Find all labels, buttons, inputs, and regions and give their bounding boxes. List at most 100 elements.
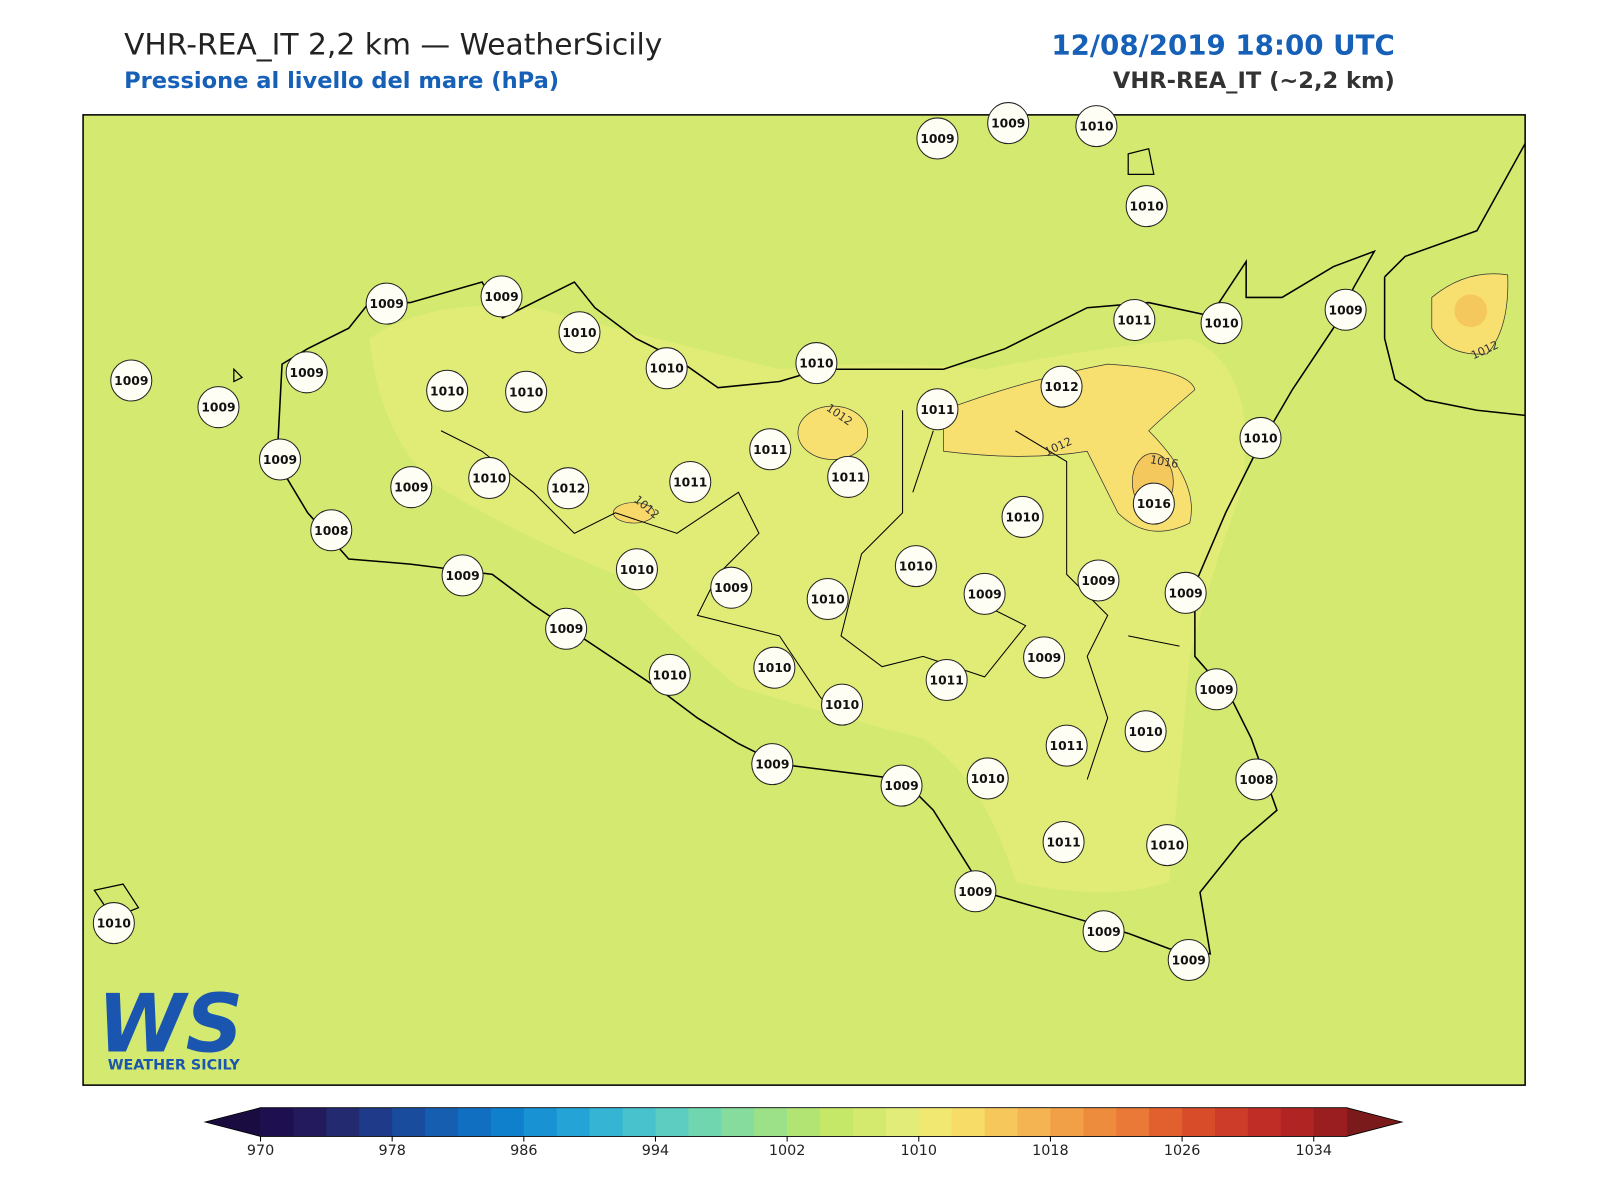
model: VHR-REA_IT (~2,2 km) bbox=[1113, 68, 1395, 94]
station-marker bbox=[1075, 105, 1118, 148]
station-label: 1012 bbox=[1044, 380, 1078, 394]
coastline bbox=[276, 249, 1377, 955]
station-marker bbox=[806, 577, 849, 620]
colorbar-tick-label: 1018 bbox=[1032, 1143, 1069, 1159]
colorbar-tick-label: 1002 bbox=[769, 1143, 806, 1159]
station-label: 1010 bbox=[757, 661, 791, 675]
station-label: 1010 bbox=[1079, 120, 1113, 134]
colorbar-over bbox=[1346, 1107, 1403, 1137]
station-marker bbox=[480, 275, 523, 318]
colorbar-bin bbox=[885, 1107, 920, 1137]
station-marker bbox=[426, 369, 469, 412]
station-label: 1008 bbox=[1239, 773, 1273, 787]
province-border bbox=[440, 410, 1180, 780]
station-marker bbox=[1235, 758, 1278, 801]
station-label: 1010 bbox=[971, 772, 1005, 786]
subtitle: Pressione al livello del mare (hPa) bbox=[124, 68, 559, 94]
station-marker bbox=[547, 467, 590, 510]
station-marker bbox=[285, 351, 328, 394]
station-marker bbox=[1239, 416, 1282, 459]
colorbar-tick-label: 978 bbox=[378, 1143, 405, 1159]
station-marker bbox=[987, 102, 1030, 145]
logo-text: WEATHER SICILY bbox=[108, 1058, 241, 1074]
station-marker bbox=[1132, 482, 1175, 525]
colorbar-bin bbox=[392, 1107, 426, 1137]
station-label: 1010 bbox=[620, 563, 654, 577]
station-label: 1010 bbox=[825, 698, 859, 712]
station-marker bbox=[1146, 824, 1189, 867]
station-label: 1009 bbox=[1027, 651, 1061, 665]
station-marker bbox=[795, 342, 838, 385]
colorbar-bin bbox=[1182, 1107, 1216, 1137]
station-marker bbox=[1077, 559, 1120, 602]
colorbar-bin bbox=[1247, 1107, 1282, 1137]
pressure-area bbox=[612, 502, 655, 524]
station-label: 1011 bbox=[1050, 739, 1084, 753]
station-label: 1012 bbox=[551, 482, 585, 496]
station-marker bbox=[1324, 288, 1367, 331]
station-label: 1008 bbox=[314, 524, 348, 538]
station-label: 1009 bbox=[394, 481, 428, 495]
station-label: 1011 bbox=[753, 443, 787, 457]
station-label: 1009 bbox=[290, 366, 324, 380]
colorbar-bin bbox=[1149, 1107, 1183, 1137]
station-marker bbox=[1045, 724, 1088, 767]
station-marker bbox=[197, 386, 240, 429]
colorbar-bin bbox=[359, 1107, 393, 1137]
station-marker bbox=[615, 548, 658, 591]
datetime: 12/08/2019 18:00 UTC bbox=[1051, 28, 1394, 61]
colorbar-outline bbox=[203, 1107, 1404, 1137]
station-label: 1010 bbox=[1130, 200, 1164, 214]
station-label: 1010 bbox=[562, 326, 596, 340]
colorbar-tick-label: 1034 bbox=[1295, 1143, 1332, 1159]
station-label: 1010 bbox=[97, 917, 131, 931]
station-label: 1009 bbox=[884, 779, 918, 793]
station-label: 1009 bbox=[114, 374, 148, 388]
station-marker bbox=[753, 646, 796, 689]
colorbar-bin bbox=[688, 1107, 722, 1137]
station-marker bbox=[441, 554, 484, 597]
station-label: 1009 bbox=[263, 453, 297, 467]
station-marker bbox=[1082, 910, 1125, 953]
colorbar-bin bbox=[622, 1107, 656, 1137]
logo-mark: WS bbox=[97, 977, 243, 1070]
station-label: 1010 bbox=[799, 357, 833, 371]
stations: 1009 1009 1010 1010 1009 1009 1010 1009 1009 1009… bbox=[92, 102, 1367, 982]
station-label: 1011 bbox=[673, 476, 707, 490]
station-label: 1009 bbox=[484, 290, 518, 304]
station-marker bbox=[1167, 938, 1210, 982]
station-label: 1009 bbox=[445, 569, 479, 583]
station-label: 1011 bbox=[930, 674, 964, 688]
station-marker bbox=[821, 683, 864, 726]
pressure-area bbox=[1454, 294, 1488, 328]
colorbar-bin bbox=[984, 1107, 1019, 1137]
station-marker bbox=[648, 653, 691, 696]
station-marker bbox=[258, 438, 302, 481]
station-label: 1009 bbox=[991, 117, 1025, 131]
pressure-area bbox=[943, 363, 1196, 532]
station-marker bbox=[954, 870, 997, 913]
station-marker bbox=[894, 545, 937, 588]
station-label: 1010 bbox=[509, 385, 543, 399]
colorbar-bin bbox=[1083, 1107, 1117, 1137]
colorbar-bin bbox=[326, 1107, 360, 1137]
colorbar-tick-label: 970 bbox=[247, 1143, 274, 1159]
station-marker bbox=[1125, 185, 1168, 228]
station-marker bbox=[963, 572, 1006, 615]
station-marker bbox=[110, 359, 153, 402]
station-marker bbox=[827, 455, 870, 498]
station-marker bbox=[1113, 298, 1156, 342]
station-marker bbox=[925, 658, 968, 702]
colorbar-bin bbox=[556, 1107, 591, 1137]
colorbar-tick-label: 1010 bbox=[901, 1143, 938, 1159]
colorbar-tick-label: 986 bbox=[510, 1143, 537, 1159]
colorbar-bin bbox=[457, 1107, 492, 1137]
colorbar-bin bbox=[754, 1107, 788, 1137]
station-label: 1009 bbox=[958, 885, 992, 899]
station-marker bbox=[468, 456, 511, 499]
station-label: 1010 bbox=[1243, 431, 1277, 445]
station-label: 1009 bbox=[1081, 574, 1115, 588]
station-marker bbox=[545, 607, 588, 650]
station-label: 1009 bbox=[920, 132, 954, 146]
logo: WS WEATHER SICILY bbox=[97, 977, 243, 1073]
